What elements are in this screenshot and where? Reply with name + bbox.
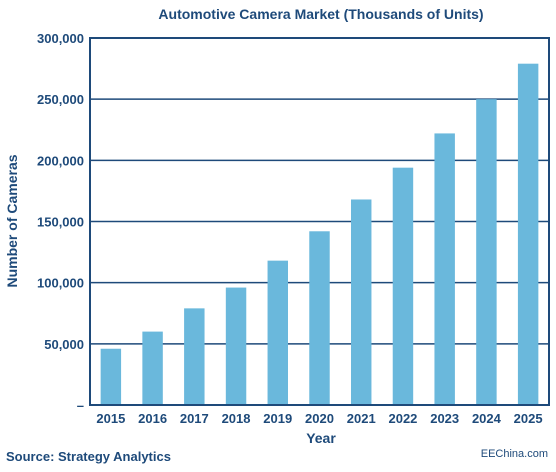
y-axis-title: Number of Cameras <box>4 154 20 287</box>
bar-2023 <box>434 133 455 406</box>
x-tick-label: 2019 <box>263 411 292 426</box>
x-tick-label: 2020 <box>305 411 334 426</box>
x-tick-label: 2021 <box>347 411 376 426</box>
x-tick-label: 2017 <box>180 411 209 426</box>
bar-2016 <box>142 331 163 405</box>
bar-2024 <box>476 99 497 406</box>
x-tick-label: 2025 <box>514 411 543 426</box>
x-tick-labels: 2015 2016 2017 2018 2019 2020 2021 2022 2023 2024… <box>96 411 542 426</box>
bar-2025 <box>517 63 539 405</box>
chart-title: Automotive Camera Market (Thousands of U… <box>158 6 483 22</box>
bars <box>100 63 539 406</box>
bar-2020 <box>309 231 330 405</box>
bar-2021 <box>351 199 372 405</box>
x-tick-label: 2022 <box>388 411 417 426</box>
bar-2019 <box>267 260 288 405</box>
bar-2022 <box>392 167 414 405</box>
bar-2015 <box>100 348 122 405</box>
y-tick-label: – <box>77 398 84 413</box>
y-tick-label: 250,000 <box>37 92 84 107</box>
x-tick-label: 2024 <box>472 411 502 426</box>
source-note: Source: Strategy Analytics <box>6 449 171 464</box>
y-tick-label: 300,000 <box>37 31 84 46</box>
y-tick-label: 100,000 <box>37 276 84 291</box>
x-axis-title: Year <box>306 430 336 446</box>
plot-frame <box>89 37 550 406</box>
x-tick-label: 2018 <box>222 411 251 426</box>
x-tick-label: 2016 <box>138 411 167 426</box>
x-tick-label: 2015 <box>96 411 125 426</box>
bar-2017 <box>184 308 205 405</box>
bar-2018 <box>225 287 247 405</box>
y-tick-label: 50,000 <box>44 337 84 352</box>
gridlines <box>90 98 549 345</box>
y-tick-label: 200,000 <box>37 153 84 168</box>
y-tick-label: 150,000 <box>37 215 84 230</box>
y-tick-labels: – 50,000 100,000 150,000 200,000 250,000 300,0… <box>37 31 84 413</box>
watermark: EEChina.com <box>481 448 548 460</box>
x-tick-label: 2023 <box>430 411 459 426</box>
